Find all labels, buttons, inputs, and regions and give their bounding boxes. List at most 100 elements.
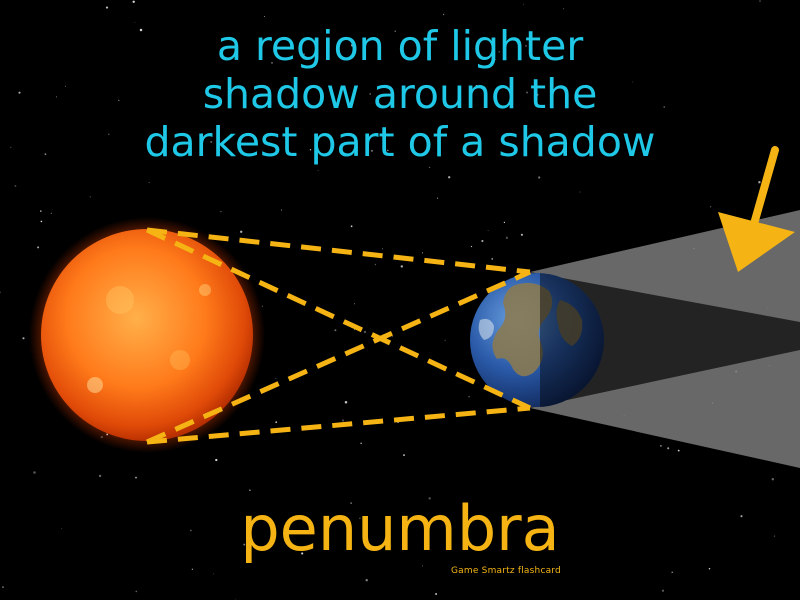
star — [525, 45, 527, 47]
star — [350, 225, 353, 228]
star — [105, 6, 109, 9]
star — [468, 395, 470, 398]
star — [275, 421, 278, 424]
star — [139, 28, 143, 32]
star — [148, 181, 150, 183]
star — [487, 230, 489, 231]
star — [563, 8, 565, 10]
star — [759, 0, 761, 2]
star — [132, 0, 135, 3]
star — [374, 263, 377, 266]
star — [33, 471, 36, 474]
star — [660, 445, 662, 447]
star — [527, 521, 529, 523]
star — [135, 476, 137, 479]
star — [275, 377, 277, 379]
star — [526, 91, 529, 94]
star — [363, 330, 367, 334]
star — [435, 593, 438, 595]
star — [387, 149, 389, 152]
star — [663, 106, 665, 108]
star — [50, 212, 52, 215]
star — [249, 489, 251, 492]
star — [37, 246, 40, 249]
definition-line-1: a region of lighter — [216, 22, 584, 70]
star — [287, 149, 289, 152]
star — [135, 590, 138, 593]
star — [301, 552, 304, 555]
star — [381, 248, 383, 250]
star — [391, 336, 393, 337]
star — [504, 86, 508, 90]
sun-icon — [29, 217, 265, 453]
star — [536, 93, 539, 96]
inner-line-bottom-to-top — [145, 269, 532, 445]
star — [495, 59, 497, 61]
star — [773, 535, 776, 537]
star — [448, 176, 451, 179]
star — [498, 51, 500, 53]
star — [350, 44, 354, 47]
star — [303, 53, 305, 56]
star — [270, 61, 274, 64]
star — [360, 442, 362, 444]
definition-line-3: darkest part of a shadow — [144, 118, 656, 166]
star — [579, 191, 581, 193]
star — [400, 265, 403, 268]
star — [323, 133, 325, 135]
star — [350, 502, 352, 504]
star — [475, 84, 478, 88]
star — [2, 586, 4, 589]
star — [55, 96, 57, 98]
star — [220, 210, 222, 213]
star — [243, 543, 246, 546]
star — [677, 449, 680, 452]
star — [708, 568, 711, 570]
star — [118, 99, 120, 102]
star — [344, 401, 348, 404]
star — [191, 568, 194, 570]
term-title: penumbra — [240, 492, 560, 565]
star — [538, 176, 541, 179]
star — [280, 209, 282, 211]
outer-line-top — [146, 227, 531, 275]
outer-line-bottom — [146, 405, 531, 445]
star — [631, 81, 633, 83]
star — [491, 258, 494, 260]
star — [22, 337, 25, 340]
star — [89, 196, 91, 198]
star — [422, 565, 423, 567]
star — [0, 291, 1, 294]
star — [709, 206, 712, 208]
star — [317, 169, 319, 171]
star — [428, 497, 431, 500]
star — [215, 458, 218, 462]
star — [740, 515, 743, 518]
star — [758, 181, 761, 184]
star — [190, 529, 192, 532]
star — [394, 30, 396, 32]
star — [505, 236, 509, 239]
star — [359, 517, 361, 520]
star — [61, 528, 63, 530]
star — [40, 210, 42, 212]
star — [365, 579, 368, 582]
star — [134, 21, 136, 23]
star — [437, 197, 439, 199]
star — [442, 13, 445, 16]
star — [428, 166, 431, 169]
star — [342, 419, 345, 422]
star — [364, 522, 366, 525]
star — [10, 146, 12, 148]
umbra-region — [530, 272, 800, 408]
star-field — [0, 0, 776, 600]
star — [369, 93, 372, 95]
definition-text: a region of lighter shadow around the da… — [0, 22, 800, 166]
star — [370, 149, 373, 152]
star — [264, 16, 265, 17]
star — [107, 133, 110, 136]
star — [403, 454, 405, 457]
credit-label: Game Smartz flashcard — [451, 566, 561, 576]
star — [98, 474, 102, 478]
